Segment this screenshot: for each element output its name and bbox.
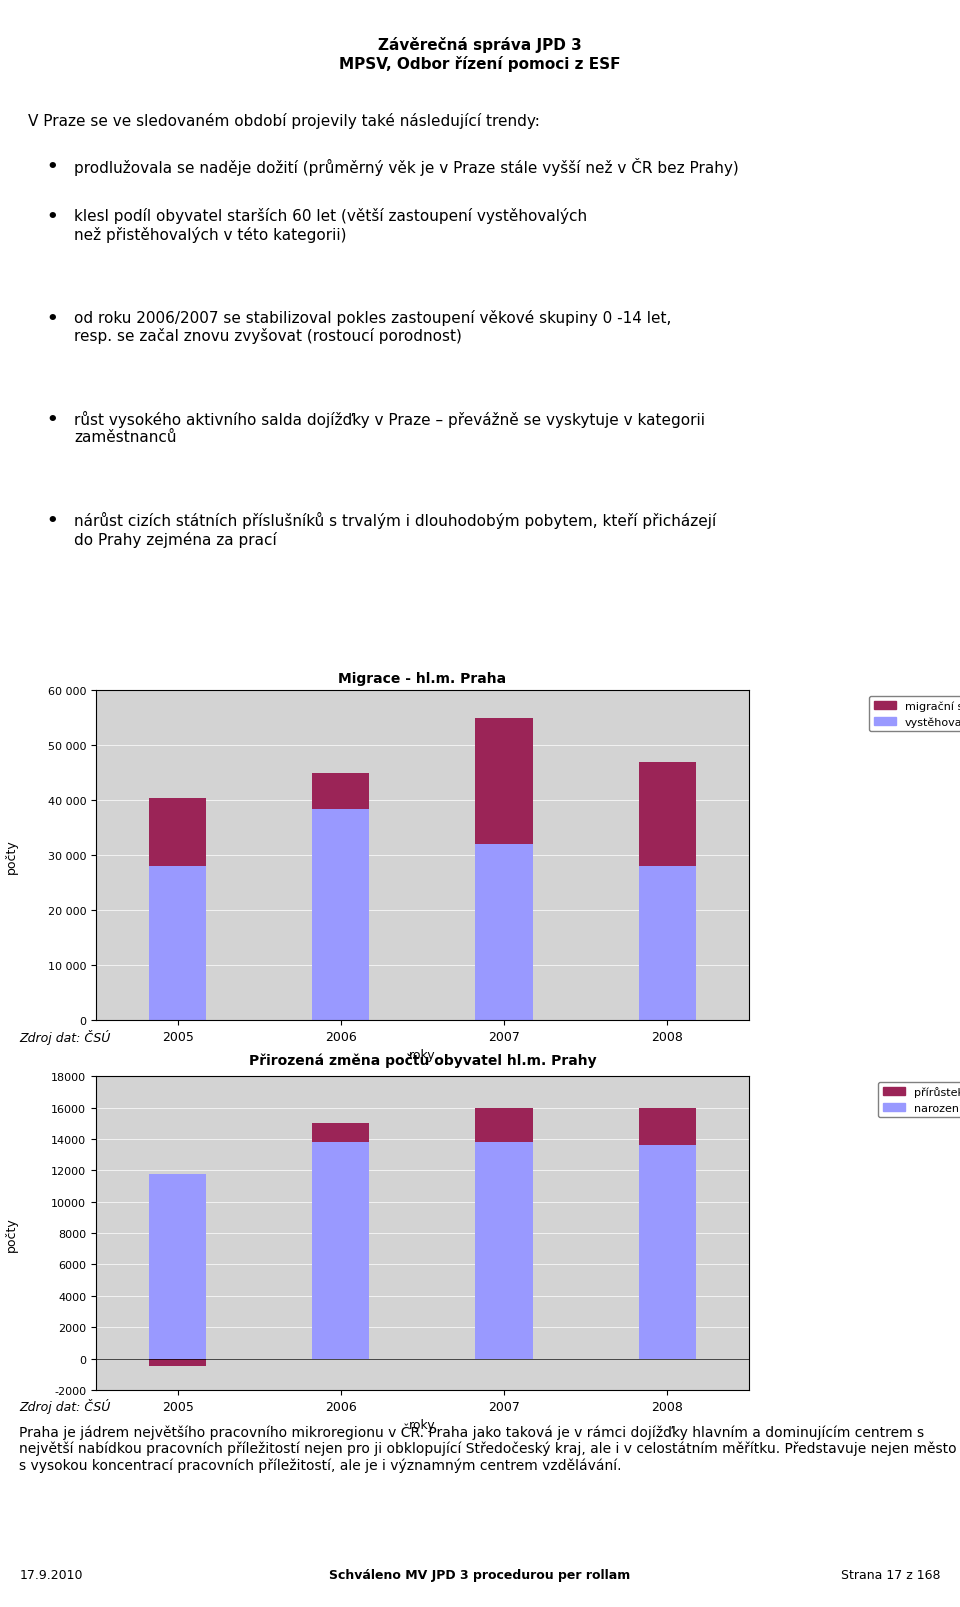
Bar (312, 808, 370, 1020)
Bar (149, 799, 206, 866)
Bar (149, 866, 206, 1020)
Bar (312, 1123, 370, 1143)
Text: Strana 17 z 168: Strana 17 z 168 (841, 1568, 941, 1581)
Text: •: • (47, 157, 59, 175)
Text: •: • (47, 511, 59, 530)
Bar (149, 1173, 206, 1360)
Bar (312, 773, 370, 808)
Legend: přírůstek / úbytek, narození: přírůstek / úbytek, narození (878, 1082, 960, 1117)
Y-axis label: počty: počty (5, 1216, 17, 1250)
Text: růst vysokého aktivního salda dojížďky v Praze – převážně se vyskytuje v kategor: růst vysokého aktivního salda dojížďky v… (75, 411, 706, 445)
Text: Závěrečná správa JPD 3
MPSV, Odbor řízení pomoci z ESF: Závěrečná správa JPD 3 MPSV, Odbor řízen… (339, 37, 621, 72)
Bar (475, 1143, 533, 1360)
Text: •: • (47, 209, 59, 227)
Text: Migrace - hl.m. Praha: Migrace - hl.m. Praha (338, 672, 507, 686)
Bar (638, 762, 696, 866)
Bar (149, 1360, 206, 1366)
Text: Praha je jádrem největšího pracovního mikroregionu v ČR. Praha jako taková je v : Praha je jádrem největšího pracovního mi… (19, 1422, 957, 1472)
Text: 17.9.2010: 17.9.2010 (19, 1568, 83, 1581)
Text: •: • (47, 411, 59, 429)
Text: Zdroj dat: ČSÚ: Zdroj dat: ČSÚ (19, 1028, 110, 1045)
Text: od roku 2006/2007 se stabilizoval pokles zastoupení věkové skupiny 0 -14 let,
re: od roku 2006/2007 se stabilizoval pokles… (75, 309, 672, 344)
Text: nárůst cizích státních příslušníků s trvalým i dlouhodobým pobytem, kteří přichá: nárůst cizích státních příslušníků s trv… (75, 511, 717, 548)
Y-axis label: počty: počty (5, 839, 17, 873)
X-axis label: roky: roky (409, 1419, 436, 1432)
Bar (475, 1109, 533, 1143)
Text: Zdroj dat: ČSÚ: Zdroj dat: ČSÚ (19, 1398, 110, 1414)
Text: Schváleno MV JPD 3 procedurou per rollam: Schváleno MV JPD 3 procedurou per rollam (329, 1568, 631, 1581)
Bar (638, 1146, 696, 1360)
X-axis label: roky: roky (409, 1049, 436, 1062)
Bar (638, 1109, 696, 1146)
Text: prodlužovala se naděje dožití (průměrný věk je v Praze stále vyšší než v ČR bez : prodlužovala se naděje dožití (průměrný … (75, 157, 739, 175)
Text: klesl podíl obyvatel starších 60 let (větší zastoupení vystěhovalých
než přistěh: klesl podíl obyvatel starších 60 let (vě… (75, 209, 588, 243)
Bar (312, 1143, 370, 1360)
Text: V Praze se ve sledovaném období projevily také následující trendy:: V Praze se ve sledovaném období projevil… (29, 112, 540, 129)
Bar (475, 718, 533, 845)
Bar (475, 845, 533, 1020)
Bar (638, 866, 696, 1020)
Text: Přirozená změna počtu obyvatel hl.m. Prahy: Přirozená změna počtu obyvatel hl.m. Pra… (249, 1053, 596, 1067)
Text: •: • (47, 309, 59, 328)
Legend: migrační saldo, vystěhovalí: migrační saldo, vystěhovalí (869, 696, 960, 731)
